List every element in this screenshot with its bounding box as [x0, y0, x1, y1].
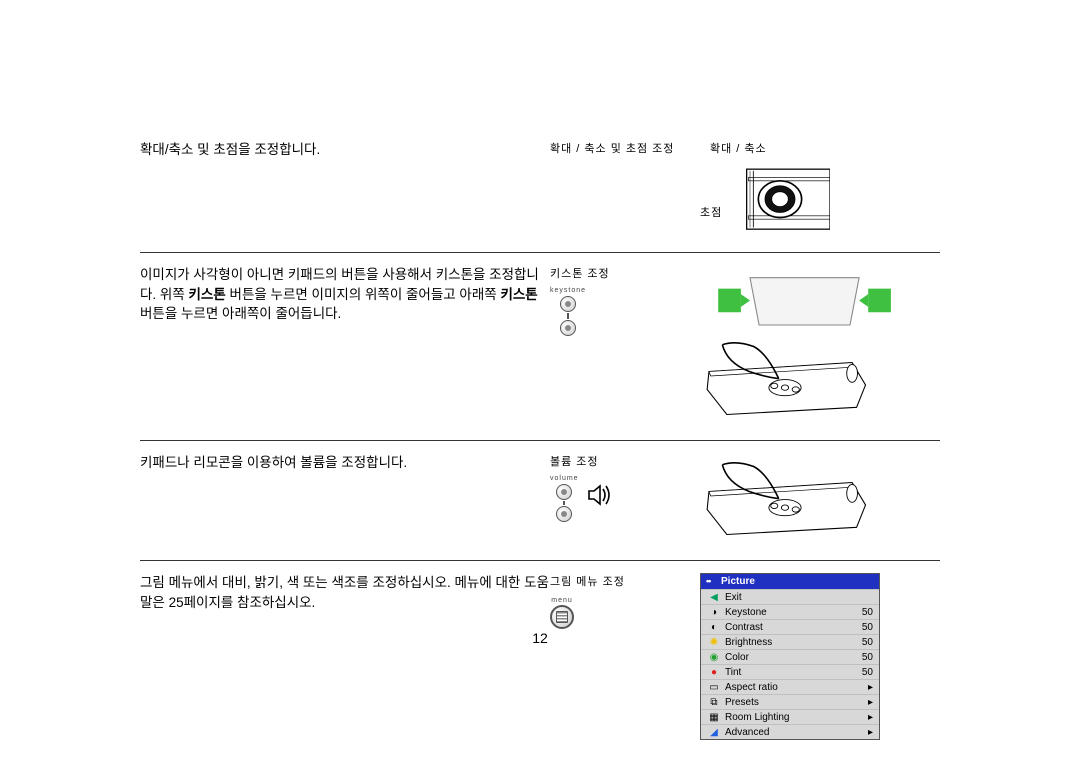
section-volume: 키패드나 리모콘을 이용하여 볼륨을 조정합니다. 볼륨 조정 volume — [140, 453, 940, 561]
osd-row-icon: ⧉ — [707, 696, 721, 708]
page-number: 12 — [0, 630, 1080, 646]
section3-body: 키패드나 리모콘을 이용하여 볼륨을 조정합니다. — [140, 453, 550, 548]
osd-row-icon: ● — [707, 666, 721, 678]
keystone-caption: keystone — [550, 287, 586, 294]
osd-title: Picture — [701, 574, 879, 589]
section4-right: Picture ◀Exit◑Keystone50◐Contrast50✺Brig… — [700, 573, 940, 740]
osd-row-label: Color — [725, 652, 849, 663]
osd-row-icon: ▭ — [707, 681, 721, 693]
osd-row-value: 50 — [849, 667, 873, 678]
osd-row-arrow-icon: ▸ — [859, 697, 873, 708]
volume-buttons-illustration: volume — [550, 475, 579, 523]
osd-row-value: 50 — [849, 607, 873, 618]
section-picture-menu: 그림 메뉴에서 대비, 밝기, 색 또는 색조를 조정하십시오. 메뉴에 대한 … — [140, 573, 940, 752]
osd-row-label: Exit — [725, 592, 873, 603]
osd-row-icon: ◑ — [707, 606, 721, 618]
section-keystone: 이미지가 사각형이 아니면 키패드의 버튼을 사용해서 키스톤을 조정합니다. … — [140, 265, 940, 441]
section4-mid: 그림 메뉴 조정 menu — [550, 573, 700, 740]
section3-mid: 볼륨 조정 volume — [550, 453, 700, 548]
projector-top-illustration-2 — [700, 453, 870, 548]
osd-row-label: Presets — [725, 697, 859, 708]
s2-t2: 버튼을 누르면 이미지의 위쪽이 줄어들고 아래쪽 — [226, 287, 501, 302]
section2-mid-label: 키스톤 조정 — [550, 265, 610, 281]
section1-mid: 확대 / 축소 및 초점 조정 — [550, 140, 700, 240]
osd-row: ▦ Room Lighting▸ — [701, 709, 879, 724]
keystone-down-icon — [560, 320, 576, 336]
osd-row-label: Tint — [725, 667, 849, 678]
section2-body: 이미지가 사각형이 아니면 키패드의 버튼을 사용해서 키스톤을 조정합니다. … — [140, 265, 550, 428]
osd-row-icon: ◉ — [707, 651, 721, 663]
section1-body: 확대/축소 및 초점을 조정합니다. — [140, 140, 550, 240]
osd-row-label: Room Lighting — [725, 712, 859, 723]
section3-mid-label: 볼륨 조정 — [550, 453, 599, 469]
osd-row: ▭ Aspect ratio▸ — [701, 679, 879, 694]
volume-up-icon — [556, 484, 572, 500]
volume-down-icon — [556, 506, 572, 522]
osd-row-label: Advanced — [725, 727, 859, 738]
menu-caption: menu — [551, 597, 573, 604]
focus-label: 초점 — [700, 204, 722, 220]
menu-button-icon — [550, 605, 574, 629]
osd-row-arrow-icon: ▸ — [859, 712, 873, 723]
manual-page: 확대/축소 및 초점을 조정합니다. 확대 / 축소 및 초점 조정 확대 / … — [140, 140, 940, 764]
s2-b2: 키스톤 — [500, 287, 537, 302]
osd-row-icon: ◀ — [707, 591, 721, 603]
zoom-label: 확대 / 축소 — [710, 140, 767, 156]
projector-top-illustration-1 — [700, 333, 870, 428]
picture-osd-menu: Picture ◀Exit◑Keystone50◐Contrast50✺Brig… — [700, 573, 880, 740]
osd-row-arrow-icon: ▸ — [859, 682, 873, 693]
section1-right: 확대 / 축소 초점 — [700, 140, 940, 240]
section4-mid-label: 그림 메뉴 조정 — [550, 573, 625, 589]
osd-row-label: Aspect ratio — [725, 682, 859, 693]
osd-row-icon: ▦ — [707, 711, 721, 723]
s2-t3: 버튼을 누르면 아래쪽이 줄어듭니다. — [140, 306, 341, 321]
menu-button-illustration: menu — [550, 597, 574, 629]
osd-row-label: Keystone — [725, 607, 849, 618]
osd-row-arrow-icon: ▸ — [859, 727, 873, 738]
section-zoom-focus: 확대/축소 및 초점을 조정합니다. 확대 / 축소 및 초점 조정 확대 / … — [140, 140, 940, 253]
section2-right — [700, 265, 940, 428]
keystone-up-icon — [560, 296, 576, 312]
s2-b1: 키스톤 — [189, 287, 226, 302]
section4-body: 그림 메뉴에서 대비, 밝기, 색 또는 색조를 조정하십시오. 메뉴에 대한 … — [140, 573, 550, 740]
section3-right — [700, 453, 940, 548]
osd-row: ● Tint50 — [701, 664, 879, 679]
volume-caption: volume — [550, 475, 579, 482]
projector-lens-illustration — [730, 160, 830, 240]
osd-row-value: 50 — [849, 652, 873, 663]
osd-row: ⧉ Presets▸ — [701, 694, 879, 709]
section1-mid-label: 확대 / 축소 및 초점 조정 — [550, 140, 674, 156]
osd-row: ◉ Color50 — [701, 649, 879, 664]
osd-row: ◑ Keystone50 — [701, 604, 879, 619]
osd-row: ◀ Exit — [701, 589, 879, 604]
osd-row-icon: ◢ — [707, 726, 721, 738]
section2-mid: 키스톤 조정 keystone — [550, 265, 700, 428]
speaker-icon — [587, 483, 613, 510]
osd-row: ◢ Advanced▸ — [701, 724, 879, 739]
keystone-buttons-illustration: keystone — [550, 287, 586, 337]
